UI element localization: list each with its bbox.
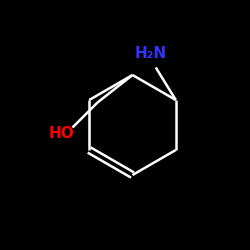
Text: HO: HO bbox=[48, 126, 74, 141]
Text: H₂N: H₂N bbox=[135, 46, 167, 61]
